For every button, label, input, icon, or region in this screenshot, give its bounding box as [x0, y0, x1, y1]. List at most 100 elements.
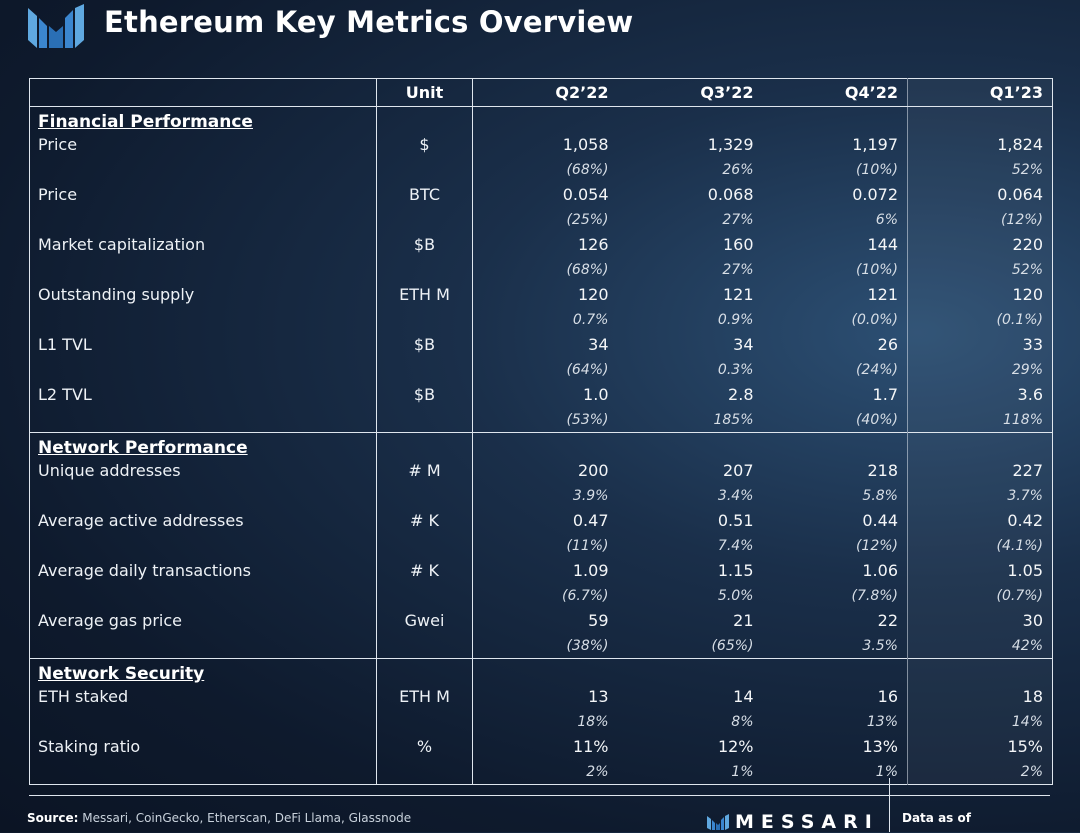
- section-empty-cell: [907, 106, 1053, 132]
- metric-change: 13%: [762, 709, 908, 734]
- table-body: Financial Performance Price $1,058 1,329 1,1…: [29, 106, 1053, 785]
- metric-change: (12%): [907, 207, 1053, 232]
- section-empty-cell: [907, 432, 1053, 458]
- metric-value: 26: [762, 332, 908, 357]
- section-empty-cell: [617, 658, 763, 684]
- messari-mark-icon: [707, 814, 729, 830]
- metric-change: 0.9%: [717, 311, 754, 328]
- metric-label: Price: [38, 135, 78, 154]
- section-unit-cell: [376, 432, 473, 458]
- metric-unit: Gwei: [376, 608, 473, 633]
- metric-value: 0.072: [762, 182, 908, 207]
- metric-change-row: 2% 1% 1% 2%: [30, 759, 1053, 785]
- section-title: Network Performance: [29, 432, 377, 458]
- metric-value: 21: [733, 611, 754, 630]
- metric-change: 3.9%: [572, 487, 609, 504]
- metric-change: 52%: [907, 157, 1053, 182]
- metric-label: Unique addresses: [38, 461, 181, 480]
- metric-change: 1%: [731, 763, 754, 780]
- table-header-row: Unit Q2’22 Q3’22 Q4’22 Q1’23: [29, 78, 1053, 107]
- section-empty-cell: [617, 432, 763, 458]
- change-unit-cell: [376, 407, 473, 433]
- header-q4-22: Q4’22: [762, 78, 908, 107]
- metric-value: 1.06: [762, 558, 908, 583]
- section-empty-cell: [762, 658, 908, 684]
- metric-change: (38%): [566, 637, 609, 654]
- metric-value: 1.15: [717, 561, 754, 580]
- change-label-cell: [30, 157, 377, 182]
- metric-change: (0.1%): [907, 307, 1053, 332]
- metric-value: 0.51: [717, 511, 754, 530]
- metric-change: (6.7%): [562, 587, 609, 604]
- metric-value: 144: [762, 232, 908, 257]
- metric-label: Price: [38, 185, 78, 204]
- change-label-cell: [30, 583, 377, 608]
- section-unit-cell: [376, 106, 473, 132]
- metric-change: 0.7%: [572, 311, 609, 328]
- metric-change: 27%: [722, 261, 754, 278]
- metric-change: (11%): [566, 537, 609, 554]
- metric-label: Average daily transactions: [38, 561, 251, 580]
- page-title: Ethereum Key Metrics Overview: [104, 5, 634, 39]
- metric-value: 13%: [762, 734, 908, 759]
- metric-value: 13: [588, 687, 609, 706]
- metric-change: 5.8%: [762, 483, 908, 508]
- metric-change-row: (64%) 0.3% (24%) 29%: [30, 357, 1053, 382]
- metric-change: 14%: [907, 709, 1053, 734]
- metric-label: L2 TVL: [38, 385, 92, 404]
- metric-value: 22: [762, 608, 908, 633]
- header-q2-22: Q2’22: [472, 78, 618, 107]
- messari-logo-icon: [28, 4, 84, 48]
- section-empty-cell: [618, 107, 763, 133]
- data-as-of: Data as of: [902, 811, 971, 825]
- metric-value: 11%: [572, 737, 609, 756]
- metric-value: 59: [588, 611, 609, 630]
- metric-change: 5.0%: [717, 587, 754, 604]
- metric-value: 18: [907, 684, 1053, 709]
- metric-value: 1,824: [907, 132, 1053, 157]
- metric-value: 1.7: [762, 382, 908, 407]
- metric-row: Outstanding supply ETH M 120 121 121 120: [30, 282, 1053, 307]
- header-label-cell: [29, 78, 377, 107]
- section-title: Network Security: [29, 658, 377, 684]
- metric-value: 0.054: [562, 185, 609, 204]
- metric-unit: ETH M: [376, 684, 473, 709]
- metric-change: 3.5%: [762, 633, 908, 659]
- change-unit-cell: [376, 533, 473, 558]
- metric-row: Average active addresses # K 0.47 0.51 0.44 0…: [30, 508, 1053, 533]
- change-unit-cell: [376, 207, 473, 232]
- metric-change: 26%: [722, 161, 754, 178]
- metric-value: 1,329: [707, 135, 754, 154]
- metric-change: 6%: [762, 207, 908, 232]
- header: Ethereum Key Metrics Overview: [0, 0, 1080, 60]
- metric-value: 34: [588, 335, 609, 354]
- metric-change: 2%: [907, 759, 1053, 785]
- metric-change: 3.4%: [717, 487, 754, 504]
- metric-value: 1.0: [583, 385, 609, 404]
- metric-unit: %: [376, 734, 473, 759]
- metric-value: 200: [577, 461, 609, 480]
- footer-separator: [889, 778, 890, 832]
- metric-change: (4.1%): [907, 533, 1053, 558]
- metric-value: 1,058: [562, 135, 609, 154]
- metric-change: (64%): [566, 361, 609, 378]
- metric-change: 185%: [713, 411, 754, 428]
- metric-change-row: (53%) 185% (40%) 118%: [30, 407, 1053, 433]
- metric-value: 0.44: [762, 508, 908, 533]
- metric-value: 14: [733, 687, 754, 706]
- metric-value: 3.6: [907, 382, 1053, 407]
- source-label: Source:: [27, 811, 79, 825]
- metric-row: Market capitalization $B 126 160 144 220: [30, 232, 1053, 257]
- metric-change: (40%): [762, 407, 908, 433]
- change-label-cell: [30, 357, 377, 382]
- change-label-cell: [30, 759, 377, 785]
- change-unit-cell: [376, 583, 473, 608]
- change-label-cell: [30, 207, 377, 232]
- metric-change: 2%: [586, 763, 609, 780]
- metric-value: 1,197: [762, 132, 908, 157]
- change-unit-cell: [376, 633, 473, 659]
- section-empty-cell: [907, 658, 1053, 684]
- metric-change-row: (68%) 27% (10%) 52%: [30, 257, 1053, 282]
- metric-value: 160: [722, 235, 754, 254]
- brand-wordmark: MESSARI: [735, 811, 879, 833]
